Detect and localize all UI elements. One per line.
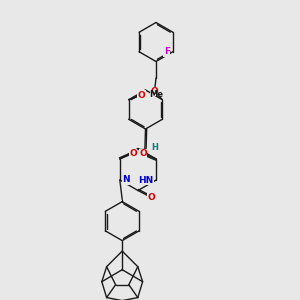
Text: HN: HN — [139, 176, 154, 184]
Text: N: N — [122, 176, 130, 184]
Text: O: O — [147, 193, 155, 202]
Text: O: O — [137, 91, 145, 100]
Text: O: O — [129, 149, 137, 158]
Text: O: O — [151, 87, 158, 96]
Text: O: O — [139, 149, 147, 158]
Text: F: F — [164, 47, 170, 56]
Text: Me: Me — [150, 90, 164, 99]
Text: H: H — [151, 142, 158, 152]
